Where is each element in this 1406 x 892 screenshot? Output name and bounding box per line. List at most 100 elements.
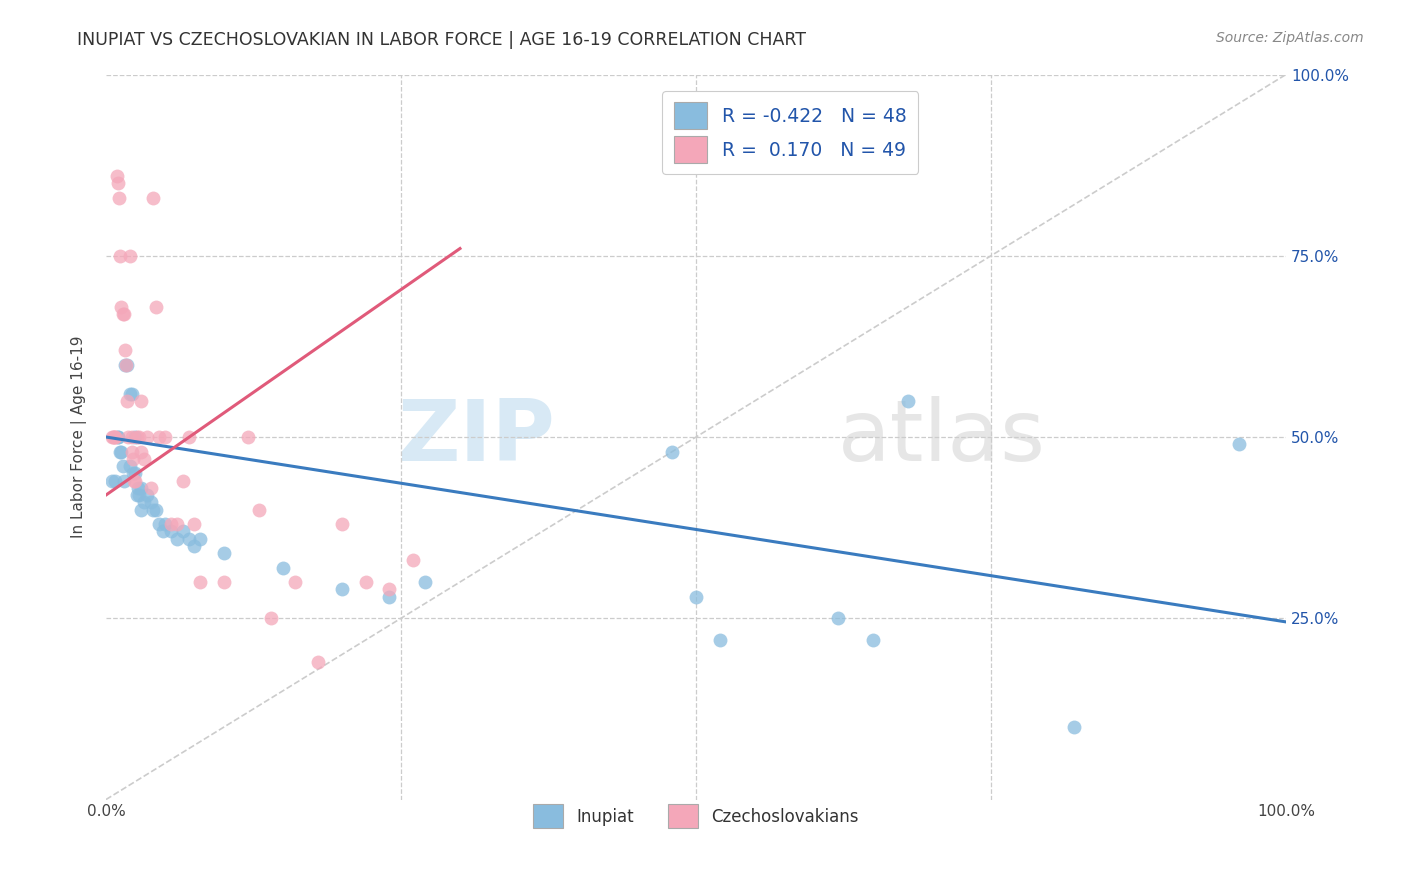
Point — [183, 539, 205, 553]
Point — [685, 590, 707, 604]
Point — [124, 467, 146, 481]
Point — [172, 524, 194, 539]
Point — [103, 430, 125, 444]
Point — [139, 481, 162, 495]
Point — [139, 495, 162, 509]
Point — [121, 386, 143, 401]
Point — [112, 307, 135, 321]
Point — [115, 358, 138, 372]
Text: ZIP: ZIP — [396, 395, 554, 478]
Point — [136, 430, 159, 444]
Point — [236, 430, 259, 444]
Point — [307, 655, 329, 669]
Point — [131, 481, 153, 495]
Point — [104, 430, 127, 444]
Point — [124, 474, 146, 488]
Point — [105, 169, 128, 183]
Point — [190, 532, 212, 546]
Text: Source: ZipAtlas.com: Source: ZipAtlas.com — [1216, 31, 1364, 45]
Point — [118, 249, 141, 263]
Point — [122, 451, 145, 466]
Point — [160, 516, 183, 531]
Point — [131, 502, 153, 516]
Point — [125, 430, 148, 444]
Point — [122, 467, 145, 481]
Point — [862, 633, 884, 648]
Point — [108, 249, 131, 263]
Point — [271, 560, 294, 574]
Point — [142, 191, 165, 205]
Point — [284, 574, 307, 589]
Y-axis label: In Labor Force | Age 16-19: In Labor Force | Age 16-19 — [72, 335, 87, 538]
Point — [402, 553, 425, 567]
Point — [166, 532, 188, 546]
Point — [125, 488, 148, 502]
Point — [354, 574, 377, 589]
Point — [177, 532, 200, 546]
Point — [132, 451, 155, 466]
Point — [104, 474, 127, 488]
Point — [128, 430, 150, 444]
Point — [124, 430, 146, 444]
Point — [378, 590, 401, 604]
Point — [153, 516, 176, 531]
Point — [413, 574, 436, 589]
Point — [177, 430, 200, 444]
Point — [127, 481, 149, 495]
Point — [142, 502, 165, 516]
Point — [115, 393, 138, 408]
Text: INUPIAT VS CZECHOSLOVAKIAN IN LABOR FORCE | AGE 16-19 CORRELATION CHART: INUPIAT VS CZECHOSLOVAKIAN IN LABOR FORC… — [77, 31, 806, 49]
Point — [107, 430, 129, 444]
Point — [827, 611, 849, 625]
Point — [709, 633, 731, 648]
Point — [1063, 720, 1085, 734]
Point — [101, 430, 124, 444]
Point — [110, 300, 132, 314]
Point — [118, 386, 141, 401]
Point — [114, 343, 136, 357]
Point — [131, 393, 153, 408]
Point — [897, 393, 920, 408]
Point — [111, 458, 134, 473]
Point — [661, 444, 683, 458]
Point — [148, 516, 170, 531]
Point — [330, 516, 353, 531]
Point — [114, 358, 136, 372]
Point — [115, 358, 138, 372]
Point — [183, 516, 205, 531]
Point — [101, 430, 124, 444]
Point — [160, 524, 183, 539]
Point — [190, 574, 212, 589]
Point — [378, 582, 401, 597]
Point — [110, 444, 132, 458]
Point — [1227, 437, 1250, 451]
Legend: Inupiat, Czechoslovakians: Inupiat, Czechoslovakians — [527, 797, 865, 835]
Point — [104, 430, 127, 444]
Text: atlas: atlas — [838, 395, 1046, 478]
Point — [131, 444, 153, 458]
Point — [153, 430, 176, 444]
Point — [117, 430, 139, 444]
Point — [132, 495, 155, 509]
Point — [101, 474, 124, 488]
Point — [128, 488, 150, 502]
Point — [111, 307, 134, 321]
Point — [121, 430, 143, 444]
Point — [107, 176, 129, 190]
Point — [247, 502, 270, 516]
Point — [121, 444, 143, 458]
Point — [108, 444, 131, 458]
Point — [108, 191, 131, 205]
Point — [107, 430, 129, 444]
Point — [172, 474, 194, 488]
Point — [212, 546, 235, 560]
Point — [260, 611, 283, 625]
Point — [152, 524, 174, 539]
Point — [212, 574, 235, 589]
Point — [136, 488, 159, 502]
Point — [112, 474, 135, 488]
Point — [145, 300, 167, 314]
Point — [330, 582, 353, 597]
Point — [145, 502, 167, 516]
Point — [166, 516, 188, 531]
